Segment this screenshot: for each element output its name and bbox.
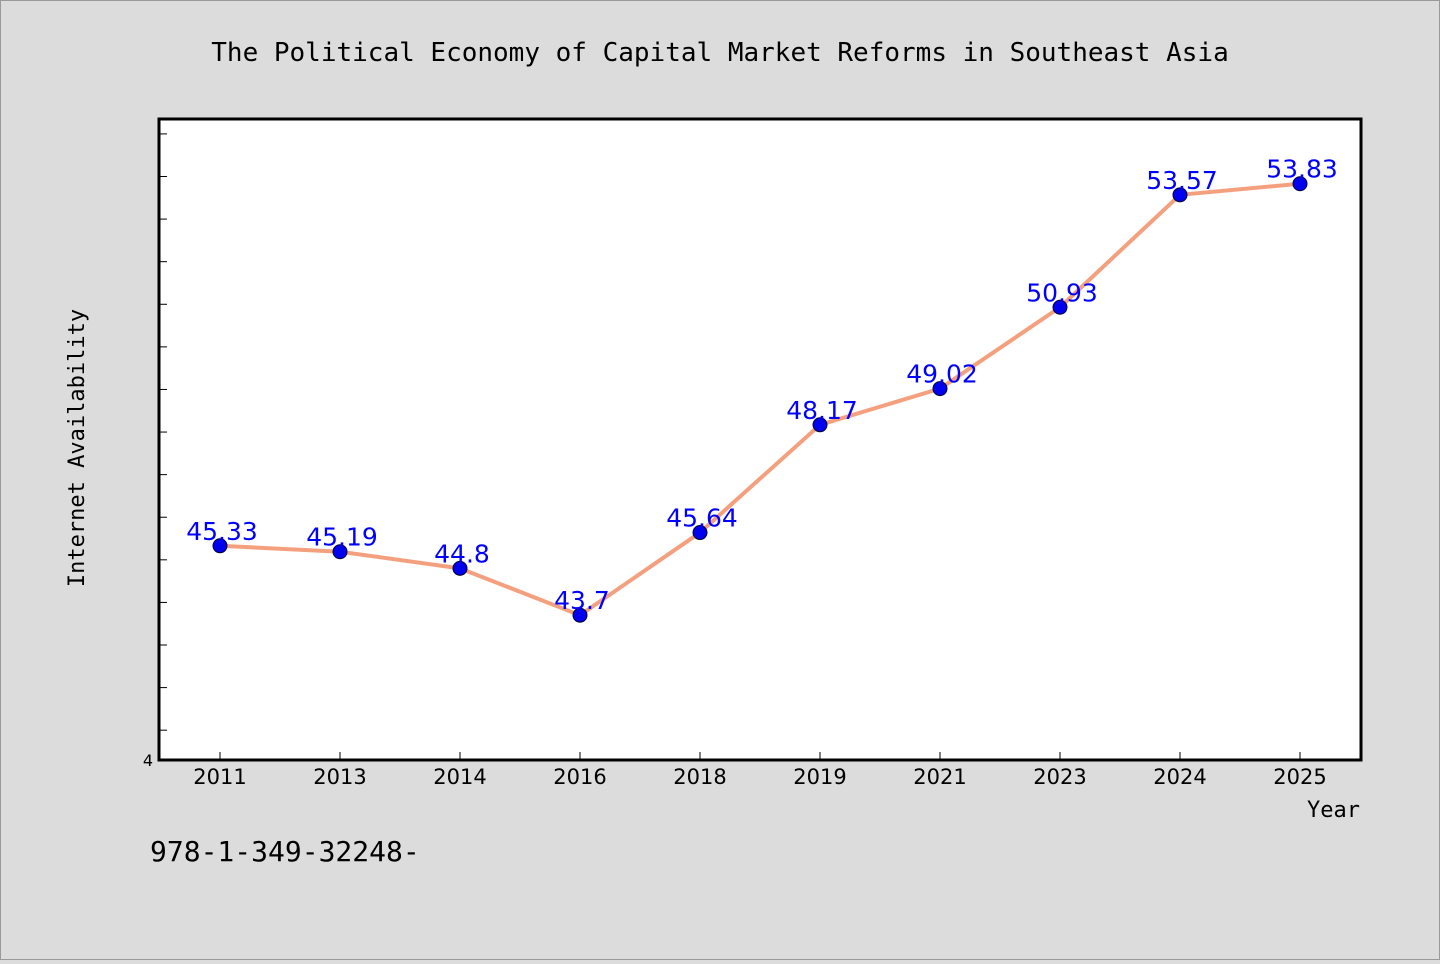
- chart-title: The Political Economy of Capital Market …: [211, 38, 1228, 68]
- data-label-group: 45.33 45.19 44.8 43.7 45.64 48.17 49.02 50.93 53…: [186, 155, 1338, 615]
- plot-area: [157, 117, 1363, 762]
- data-label: 45.19: [306, 523, 378, 552]
- data-label: 49.02: [906, 360, 978, 389]
- footer-isbn-text: 978-1-349-32248-: [150, 835, 420, 868]
- data-label: 43.7: [554, 586, 610, 615]
- y-axis-ticks: 4: [143, 133, 167, 770]
- data-label: 45.64: [666, 504, 738, 533]
- x-tick-label: 2016: [553, 765, 606, 789]
- data-point-marker: [692, 525, 708, 541]
- data-point-marker: [1292, 176, 1308, 192]
- data-point-marker: [572, 607, 588, 623]
- data-point-marker: [1172, 187, 1188, 203]
- data-label: 50.93: [1026, 278, 1098, 307]
- x-tick-label: 2011: [193, 765, 246, 789]
- x-axis-label: Year: [1307, 798, 1360, 823]
- data-label: 48.17: [786, 396, 858, 425]
- y-axis-label: Internet Availability: [65, 309, 90, 587]
- x-tick-label: 2018: [673, 765, 726, 789]
- data-label: 44.8: [434, 539, 490, 568]
- data-label: 45.33: [186, 517, 258, 546]
- data-point-marker: [332, 544, 348, 560]
- data-point-marker: [812, 417, 828, 433]
- x-axis-ticks: 2011 2013 2014 2016 2018 2019 2021 2023 2024 2025: [193, 752, 1327, 789]
- data-point-marker: [212, 538, 228, 554]
- x-tick-label: 2014: [433, 765, 486, 789]
- series-line-group: [219, 181, 1301, 618]
- y-tick-label: 4: [143, 751, 153, 770]
- series-line: [219, 181, 1301, 618]
- data-point-marker: [1052, 299, 1068, 315]
- x-tick-label: 2025: [1273, 765, 1326, 789]
- data-label: 53.83: [1266, 155, 1338, 184]
- data-point-marker: [452, 560, 468, 576]
- marker-group: [212, 176, 1308, 623]
- x-tick-label: 2021: [913, 765, 966, 789]
- x-tick-label: 2013: [313, 765, 366, 789]
- data-point-marker: [932, 381, 948, 397]
- x-tick-label: 2024: [1153, 765, 1206, 789]
- x-tick-label: 2023: [1033, 765, 1086, 789]
- data-label: 53.57: [1146, 166, 1218, 195]
- x-tick-label: 2019: [793, 765, 846, 789]
